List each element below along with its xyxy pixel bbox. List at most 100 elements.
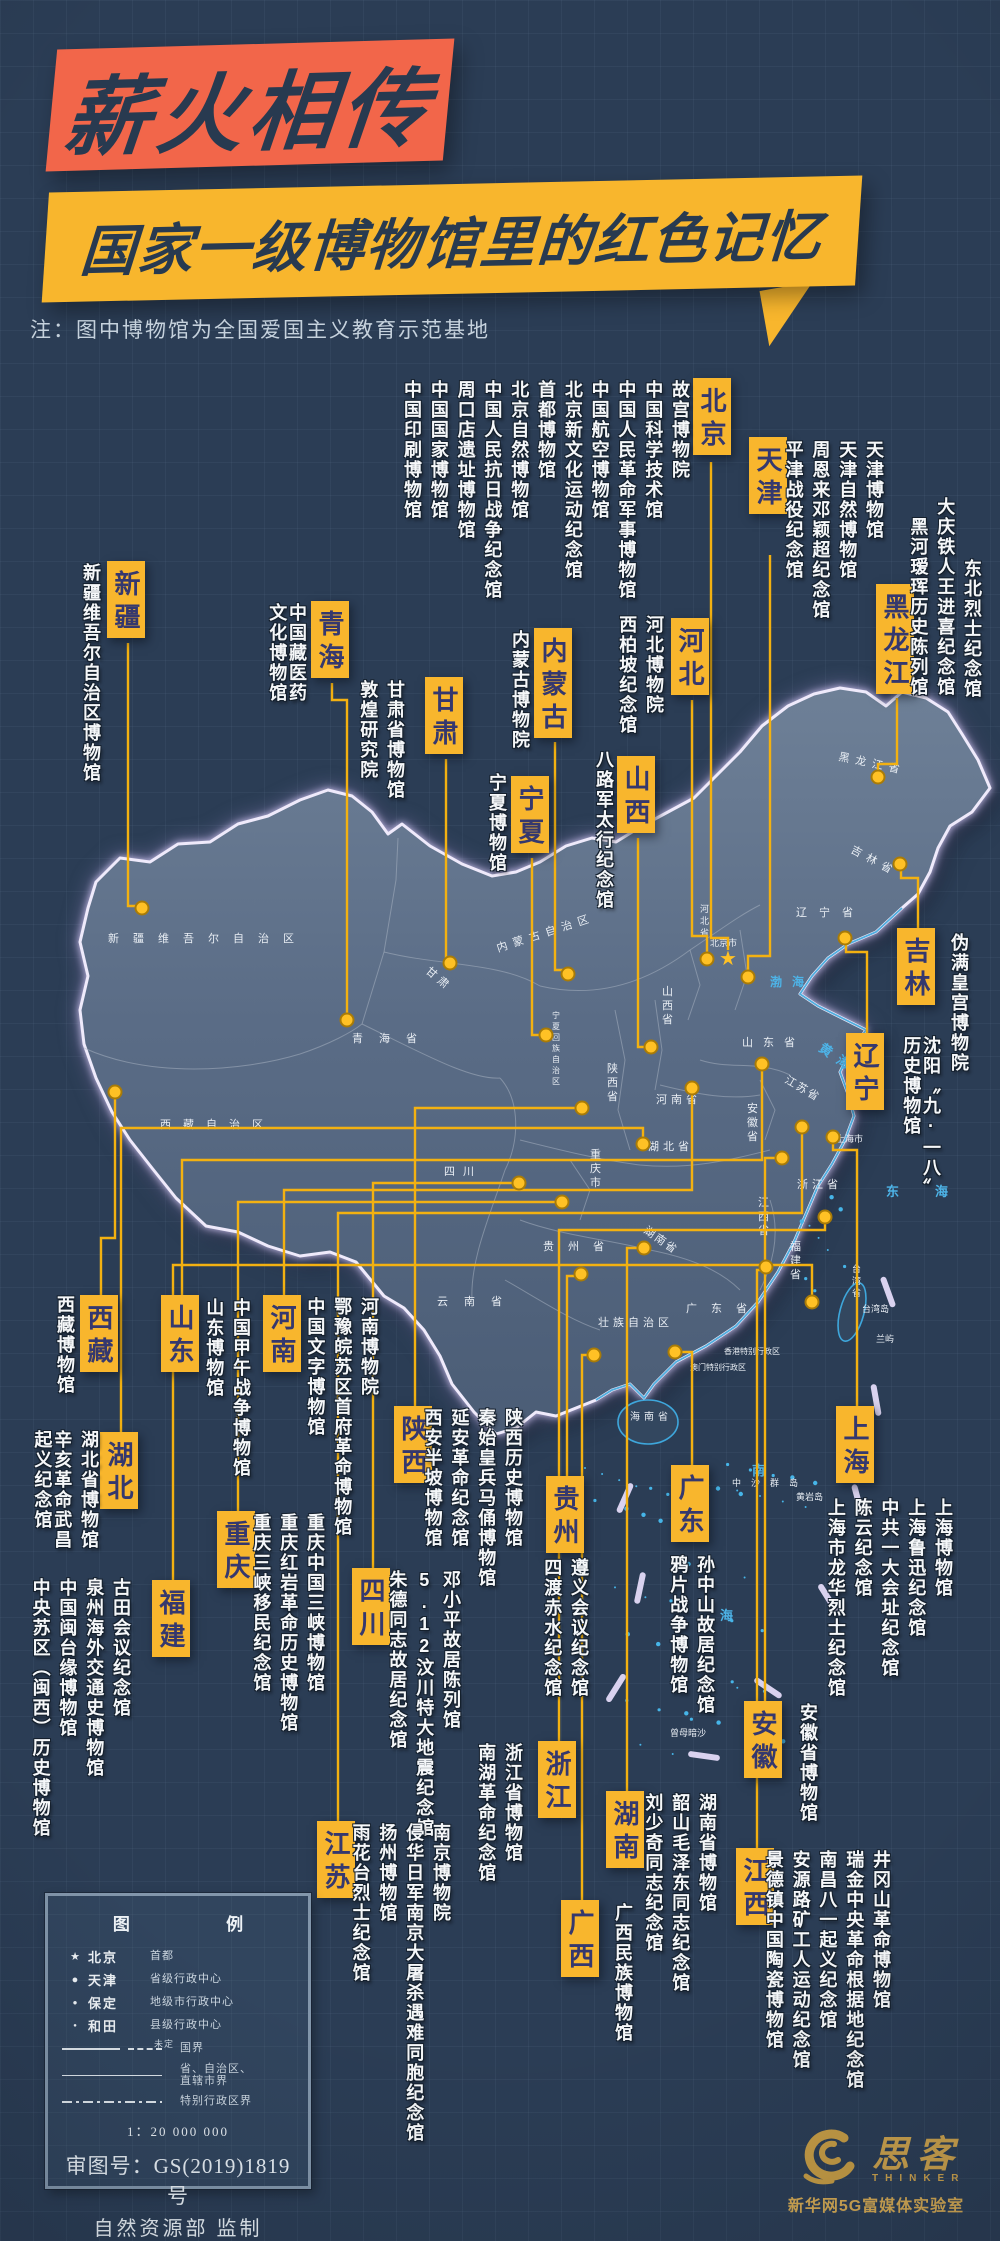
museum-name: 中国人民抗日战争纪念馆 [482,380,503,600]
museum-name: 孙中山故居纪念馆 [695,1555,715,1715]
museum-dot [754,1056,770,1072]
islet-dot [669,1599,673,1603]
museum-dot [699,951,715,967]
islet-dot [686,1561,691,1567]
province-label: 上海 [836,1406,874,1483]
boundary-sar-icon [62,2100,180,2103]
province-label: 湖南 [606,1791,644,1868]
museum-name: 新疆维吾尔自治区博物馆 [81,563,101,783]
museum-dot [837,930,853,946]
connector-line [763,1156,776,1701]
museum-name: 西安半坡博物馆 [422,1408,443,1548]
museum-list: 宁夏博物馆 [479,773,507,893]
museum-dot [804,1294,820,1310]
islet-dot [760,1629,764,1633]
map-place-label: 南 [752,1463,765,1478]
connector-line [553,742,564,972]
islet-dot [726,1462,730,1467]
province-label: 内蒙古 [534,628,572,738]
islet-dot [704,1677,706,1680]
islet-dot [781,1739,786,1744]
map-place-label: 宁夏回族自治区 [552,1010,560,1086]
connector-line [236,1200,556,1511]
museum-name: 南京博物院 [431,1823,451,1923]
islet-dot [671,1753,674,1755]
nine-dash-segment [688,1751,720,1761]
museum-list: 古田会议纪念馆 泉州海外交通史博物馆 中国闽台缘博物馆 中央苏区（闽西）历史博物馆 [23,1578,131,1878]
subtitle-banner: 国家一级博物馆里的红色记忆 [41,175,863,303]
museum-name: 甘肃省博物馆 [385,680,405,800]
museum-name: 中国闽台缘博物馆 [57,1578,78,1738]
map-place-label: 曾母暗沙 [670,1727,706,1738]
museum-dot [574,1100,590,1116]
map-supervisor: 自然资源部 监制 [93,2218,263,2240]
province-label: 吉林 [897,928,935,1005]
museum-name: 河南博物院 [359,1297,379,1397]
province-label: 北京 [693,378,731,455]
museum-name: 中国印刷博物馆 [402,380,423,520]
connector-line [330,683,349,1014]
museum-name: 井冈山革命博物馆 [871,1850,891,2010]
islet-dot [738,1491,743,1497]
museum-dot [586,1347,602,1363]
province-label: 浙江 [538,1741,576,1818]
museum-name: 扬州博物馆 [377,1823,398,1923]
museum-dot [560,966,576,982]
museum-dot [667,1344,683,1360]
islet-dot [736,1489,739,1492]
islet-dot [657,1708,661,1712]
connector-line [180,1070,764,1295]
islet-dot [689,1717,694,1721]
legend-item: ● 保定 地级市行政中心 [62,1991,294,2014]
islet-dot [799,1219,804,1224]
connector-line [99,1098,117,1295]
museum-list: 遵义会议纪念馆 四渡赤水纪念馆 [534,1558,589,1718]
museum-name: 南昌八一起义纪念馆 [817,1850,838,2030]
province-label: 湖北 [100,1432,138,1509]
legend-title: 图 例 [112,1915,290,1934]
islet-dot [639,1743,642,1746]
museum-name: 南湖革命纪念馆 [476,1743,497,1883]
museum-list: 湖南省博物馆 韶山毛泽东同志纪念馆 刘少奇同志纪念馆 [636,1793,717,2009]
museum-dot [774,1150,790,1166]
islet-dot [743,1576,746,1579]
islet-dot [813,1289,817,1293]
museum-dot [134,900,150,916]
connector-line [844,944,869,1033]
museum-location-dots: ★ [107,769,908,1363]
museum-name: 鄂豫皖苏区首府革命博物馆 [332,1297,353,1537]
museum-list: 广西民族博物馆 [605,1903,633,2063]
province-label: 河南 [263,1295,301,1372]
islet-dot [808,1224,811,1227]
connector-line [580,1353,588,1900]
museum-dot [825,1129,841,1145]
connector-line [119,1126,645,1432]
islet-dot [601,1473,604,1475]
legend-desc: 县级行政中心 [150,2019,222,2032]
museum-list: 安徽省博物馆 [790,1703,818,1843]
map-place-label: 浙江省 [797,1178,842,1191]
boundary-province-icon [62,2074,180,2076]
islet-dot [614,1586,616,1589]
province-label: 辽宁 [846,1033,884,1110]
legend-desc: 省级行政中心 [150,1973,222,1986]
nine-dash-segment [870,1384,882,1416]
islet-dot [641,1512,646,1518]
legend-place: 北京 [88,1950,119,1965]
province-label: 安徽 [744,1701,782,1778]
museum-name: 重庆三峡移民纪念馆 [251,1513,272,1693]
map-place-label: 兰屿 [876,1333,894,1344]
museum-name: 敦煌研究院 [358,680,379,780]
museum-list: 井冈山革命博物馆 瑞金中央革命根据地纪念馆 南昌八一起义纪念馆 安源路矿工人运动纪念馆… [756,1850,891,2106]
brand-name: 思客 [872,2135,962,2176]
islet-dot [748,1468,753,1472]
province-label: 四川 [352,1568,390,1645]
province-label: 贵州 [546,1476,584,1553]
province-label: 西藏 [80,1295,118,1372]
museum-name: 5.12汶川特大地震纪念馆 [414,1570,435,1838]
nine-dash-line [606,1276,896,1761]
brand-name-en: THINKER [872,2173,966,2184]
province-label: 山东 [161,1295,199,1372]
